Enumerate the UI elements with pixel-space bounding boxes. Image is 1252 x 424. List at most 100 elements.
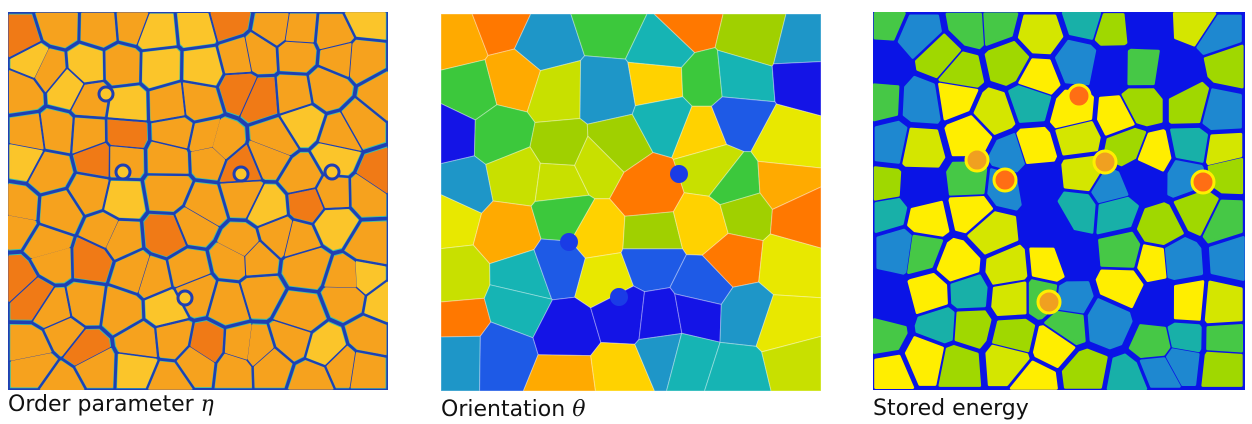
grain <box>175 274 216 319</box>
grain <box>189 118 220 152</box>
stored-energy-grain <box>983 12 1019 46</box>
orientation-caption-text: Orientation <box>441 397 566 422</box>
order-parameter-map <box>8 12 388 390</box>
stored-energy-grain <box>1009 360 1058 390</box>
stored-energy-grain <box>1029 247 1065 282</box>
stored-energy-grain <box>984 41 1030 86</box>
grain <box>190 147 226 181</box>
grain <box>350 352 387 389</box>
stored-energy-grain <box>1061 348 1108 389</box>
grain-interior <box>69 174 109 215</box>
stored-energy-grain <box>1094 13 1128 46</box>
grain <box>318 43 352 78</box>
stored-energy-grain <box>873 12 906 41</box>
grain <box>34 12 78 49</box>
grain-interior <box>185 182 227 226</box>
stored-energy-grain <box>967 211 1019 255</box>
grain <box>314 209 360 252</box>
grain-interior <box>144 175 192 212</box>
grain <box>278 151 322 193</box>
grain-interior <box>183 47 223 86</box>
orientation-map <box>441 14 821 391</box>
stored-energy-grain <box>1202 88 1242 130</box>
grain-interior <box>67 44 103 83</box>
grain <box>176 13 217 49</box>
grain-interior <box>8 215 37 250</box>
grain <box>137 13 177 50</box>
grain-interior <box>189 118 220 152</box>
grain <box>8 215 37 251</box>
grain <box>248 140 291 181</box>
grain-interior <box>40 361 85 390</box>
grain <box>253 348 293 389</box>
grain-interior <box>116 12 149 45</box>
grain-interior <box>218 37 251 74</box>
grain-interior <box>10 353 58 388</box>
grain-interior <box>8 14 41 57</box>
stored-energy-grain <box>936 237 981 282</box>
grain-interior <box>345 12 386 40</box>
grain-interior <box>183 82 223 121</box>
stored-energy-grain <box>1106 353 1148 390</box>
stored-energy-grain <box>1203 44 1244 89</box>
grain <box>344 315 387 356</box>
grain <box>46 69 84 111</box>
grain-interior <box>168 249 210 287</box>
grain <box>245 31 278 75</box>
grain <box>151 117 193 149</box>
stored-energy-grain <box>1173 280 1205 321</box>
stored-energy-grain <box>1128 324 1171 358</box>
stored-energy-grain <box>904 336 944 386</box>
grain-interior <box>8 70 44 114</box>
grain-interior <box>117 353 158 388</box>
stored-energy-grain <box>1206 132 1243 166</box>
grain <box>355 261 387 295</box>
grain <box>63 328 112 366</box>
grain-interior <box>248 184 287 226</box>
stored-energy-grain <box>1055 39 1097 86</box>
grain-interior <box>219 73 257 116</box>
grain <box>147 360 194 390</box>
junction-ring <box>97 85 115 103</box>
grain-interior <box>104 180 146 219</box>
grain <box>105 43 140 86</box>
stored-energy-grain <box>1097 95 1135 136</box>
grain <box>143 213 186 258</box>
grain <box>247 183 288 227</box>
junction-ring <box>114 163 132 181</box>
grain <box>258 216 292 259</box>
stored-energy-grain <box>1172 12 1217 47</box>
stored-energy-grain <box>873 166 902 201</box>
stored-energy-grain <box>948 196 993 234</box>
grain <box>44 318 85 357</box>
grain-interior <box>73 143 109 177</box>
grain-interior <box>72 117 105 154</box>
grain <box>75 347 115 389</box>
stored-energy-grain <box>1055 121 1101 156</box>
grain-interior <box>345 316 387 355</box>
grain-interior <box>148 361 193 390</box>
stored-energy-grain <box>1137 244 1167 282</box>
grain <box>67 43 104 83</box>
stored-energy-grain <box>873 83 900 122</box>
stored-energy-grain <box>915 33 961 79</box>
junction-ring <box>232 165 250 183</box>
grain <box>80 12 117 48</box>
grain-interior <box>28 151 73 193</box>
grain-interior <box>326 346 355 388</box>
high-energy-grain <box>1190 169 1216 195</box>
grain-interior <box>311 143 361 176</box>
grain <box>102 285 143 336</box>
stored-energy-grain <box>1018 58 1061 95</box>
stored-energy-grain <box>1008 85 1052 123</box>
stored-energy-grain <box>1202 199 1243 244</box>
grain-interior <box>225 323 252 360</box>
grain-interior <box>351 174 387 217</box>
stored-energy-grain <box>992 318 1036 353</box>
grain <box>284 220 321 257</box>
high-energy-grain <box>1092 149 1118 175</box>
grain-interior <box>147 141 189 174</box>
grain-interior <box>75 348 115 388</box>
grain <box>212 116 246 160</box>
orientation-grain <box>634 333 683 391</box>
